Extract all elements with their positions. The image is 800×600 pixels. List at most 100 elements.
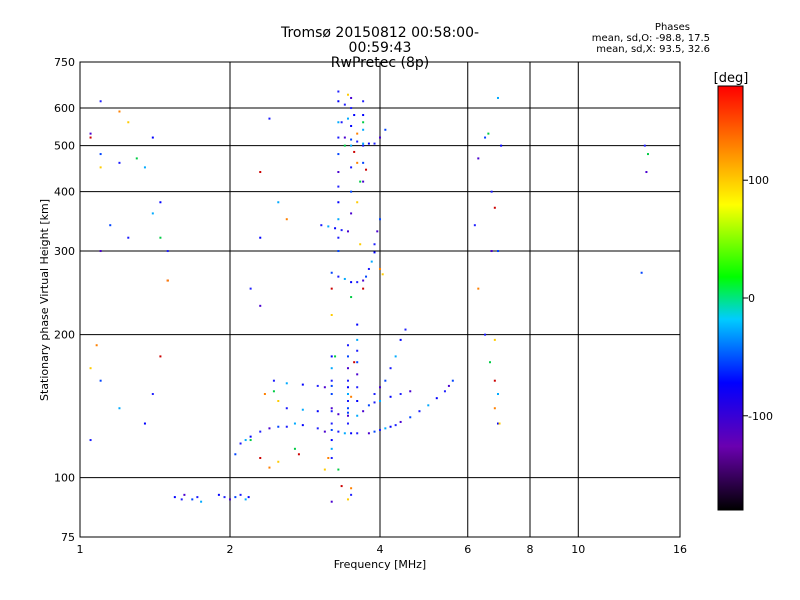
data-point	[343, 277, 346, 280]
data-point	[356, 373, 359, 376]
data-point	[330, 410, 333, 413]
data-point	[196, 496, 199, 499]
data-point	[316, 427, 319, 430]
colorbar-gradient	[717, 85, 744, 511]
y-tick-label: 750	[54, 56, 75, 69]
data-point	[346, 117, 349, 120]
data-point	[356, 281, 359, 284]
x-tick-label: 4	[377, 543, 384, 556]
data-point	[493, 407, 496, 410]
data-point	[350, 124, 353, 127]
data-point	[180, 498, 183, 501]
data-point	[477, 287, 480, 290]
data-point	[356, 400, 359, 403]
data-point	[473, 224, 476, 227]
data-point	[343, 103, 346, 106]
data-point	[330, 422, 333, 425]
data-point	[151, 136, 154, 139]
data-point	[191, 498, 194, 501]
x-tick-label: 1	[77, 543, 84, 556]
phase-heading: Phases	[654, 22, 690, 33]
data-point	[346, 379, 349, 382]
data-point	[343, 136, 346, 139]
data-point	[330, 314, 333, 317]
data-point	[285, 382, 288, 385]
data-point	[346, 344, 349, 347]
data-point	[118, 161, 121, 164]
data-point	[353, 150, 356, 153]
data-point	[646, 153, 649, 156]
data-point	[381, 273, 384, 276]
x-tick-label: 8	[527, 543, 534, 556]
phase-statistics: Phases mean, sd,O: -98.8, 17.5 mean, sd,…	[590, 22, 710, 55]
data-point	[337, 468, 340, 471]
data-point	[362, 114, 365, 117]
x-tick-label: 2	[227, 543, 234, 556]
y-tick-label: 200	[54, 329, 75, 342]
data-point	[362, 287, 365, 290]
data-point	[259, 304, 262, 307]
data-point	[356, 432, 359, 435]
data-point	[340, 229, 343, 232]
data-point	[223, 496, 226, 499]
data-point	[350, 432, 353, 435]
data-point	[330, 271, 333, 274]
data-point	[367, 267, 370, 270]
data-point	[259, 236, 262, 239]
data-point	[330, 500, 333, 503]
data-point	[645, 171, 648, 174]
data-point	[362, 180, 365, 183]
y-axis-label: Stationary phase Virtual Height [km]	[38, 199, 51, 401]
data-point	[489, 361, 492, 364]
data-point	[272, 379, 275, 382]
data-point	[272, 390, 275, 393]
y-tick-label: 400	[54, 186, 75, 199]
data-point	[379, 136, 381, 139]
y-tick-label: 500	[54, 140, 75, 153]
colorbar-ticks: -100 0 100	[743, 174, 773, 423]
data-point	[118, 407, 121, 410]
data-point	[389, 395, 392, 398]
data-point	[389, 367, 392, 370]
data-point	[356, 201, 359, 204]
data-point	[99, 250, 102, 253]
data-point	[487, 132, 490, 135]
data-point	[356, 349, 359, 352]
data-point	[373, 142, 376, 145]
data-point	[346, 422, 349, 425]
data-point	[330, 355, 333, 358]
data-point	[346, 400, 349, 403]
data-point	[337, 201, 340, 204]
data-point	[384, 379, 387, 382]
x-tick-label: 16	[673, 543, 687, 556]
data-point	[350, 144, 353, 147]
data-point	[379, 267, 381, 270]
data-point	[316, 410, 319, 413]
data-point	[330, 287, 333, 290]
data-point	[166, 250, 169, 253]
data-point	[323, 430, 326, 433]
data-point	[337, 250, 340, 253]
data-point	[359, 243, 362, 246]
data-point	[353, 361, 356, 364]
data-point	[389, 425, 392, 428]
data-point	[330, 393, 333, 396]
data-point	[109, 224, 112, 227]
data-point	[293, 447, 296, 450]
data-point	[496, 393, 499, 396]
data-point	[259, 430, 262, 433]
data-point	[373, 401, 376, 404]
data-point	[301, 424, 304, 427]
data-point	[249, 287, 252, 290]
data-point	[356, 140, 359, 143]
data-point	[268, 466, 271, 469]
data-point	[340, 485, 343, 488]
data-point	[356, 323, 359, 326]
data-point	[99, 379, 102, 382]
data-point	[356, 361, 359, 364]
data-point	[404, 328, 407, 331]
data-point	[356, 338, 359, 341]
data-point	[399, 393, 402, 396]
data-point	[200, 500, 203, 503]
colorbar: [deg] -100 0 100	[714, 71, 773, 511]
